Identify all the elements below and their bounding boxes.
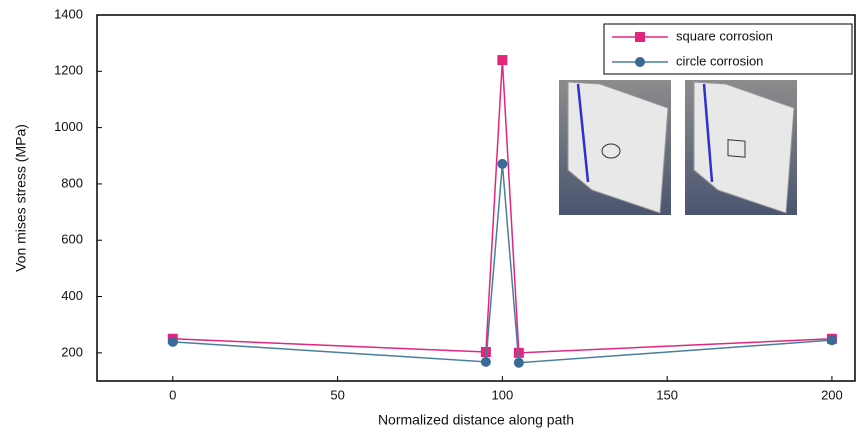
marker — [497, 55, 507, 65]
marker — [481, 357, 491, 367]
y-tick-label: 200 — [61, 344, 83, 359]
x-tick-label: 0 — [169, 387, 176, 402]
y-tick-label: 1000 — [54, 119, 83, 134]
marker — [168, 337, 178, 347]
marker — [497, 159, 507, 169]
y-tick-label: 800 — [61, 175, 83, 190]
legend-label: square corrosion — [676, 28, 773, 43]
y-tick-label: 1400 — [54, 6, 83, 21]
legend: square corrosion circle corrosion — [604, 24, 852, 74]
inset-images — [559, 80, 797, 215]
y-axis-title: Von mises stress (MPa) — [13, 124, 29, 272]
x-tick-label: 200 — [821, 387, 843, 402]
x-axis-title: Normalized distance along path — [378, 412, 574, 428]
x-tick-label: 150 — [656, 387, 678, 402]
y-tick-label: 400 — [61, 288, 83, 303]
marker — [635, 57, 645, 67]
y-tick-label: 600 — [61, 232, 83, 247]
x-tick-label: 100 — [492, 387, 514, 402]
chart: Normalized distance along path Von mises… — [0, 0, 860, 435]
x-tick-label: 50 — [330, 387, 344, 402]
marker — [827, 335, 837, 345]
y-tick-label: 1200 — [54, 63, 83, 78]
legend-label: circle corrosion — [676, 53, 763, 68]
marker — [635, 32, 645, 42]
marker — [514, 358, 524, 368]
